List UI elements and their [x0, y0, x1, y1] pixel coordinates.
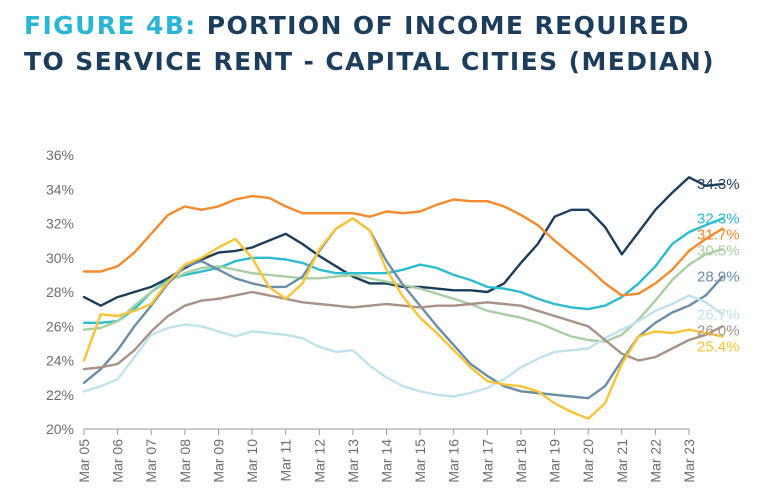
- series-line-7: [82, 217, 724, 420]
- x-tick-label: Mar 19: [547, 439, 563, 483]
- x-axis-ticks: Mar 05 Mar 06 Mar 07 Mar 08 Mar 09 Mar 10 Mar …: [76, 429, 697, 483]
- x-tick-label: Mar 12: [311, 439, 327, 483]
- end-label-6: 26.0%: [697, 322, 740, 339]
- x-tick-label: Mar 18: [513, 439, 529, 483]
- series-line-5: [82, 294, 724, 398]
- end-label-1: 32.3%: [697, 210, 740, 227]
- x-tick-label: Mar 13: [345, 439, 361, 483]
- title-line-2: TO SERVICE RENT - CAPITAL CITIES (MEDIAN…: [24, 47, 715, 76]
- y-tick-label: 34%: [46, 181, 74, 197]
- y-tick-label: 36%: [46, 147, 74, 163]
- title-line-1: PORTION OF INCOME REQUIRED: [206, 11, 690, 40]
- x-tick-label: Mar 10: [244, 439, 260, 483]
- x-tick-label: Mar 15: [412, 439, 428, 483]
- x-tick-label: Mar 09: [210, 439, 226, 483]
- series-line-4: [82, 217, 724, 400]
- x-tick-label: Mar 20: [580, 439, 596, 483]
- y-tick-label: 26%: [46, 318, 74, 334]
- figure-number: FIGURE 4B:: [24, 11, 197, 40]
- end-label-0: 34.3%: [697, 176, 740, 193]
- x-tick-label: Mar 06: [110, 439, 126, 483]
- end-label-5: 26.7%: [697, 306, 740, 323]
- series-line-2: [82, 194, 724, 297]
- y-tick-label: 22%: [46, 387, 74, 403]
- y-tick-label: 24%: [46, 353, 74, 369]
- x-tick-label: Mar 08: [177, 439, 193, 483]
- x-tick-label: Mar 22: [647, 439, 663, 483]
- x-tick-label: Mar 05: [76, 439, 92, 483]
- x-tick-label: Mar 21: [614, 439, 630, 483]
- x-tick-label: Mar 17: [479, 439, 495, 483]
- end-label-2: 31.7%: [697, 226, 740, 243]
- chart-title: FIGURE 4B: PORTION OF INCOME REQUIRED TO…: [24, 8, 715, 80]
- x-tick-label: Mar 16: [446, 439, 462, 483]
- series-line-1: [82, 217, 724, 324]
- x-tick-label: Mar 07: [143, 439, 159, 483]
- y-tick-label: 28%: [46, 284, 74, 300]
- end-label-4: 28.9%: [697, 269, 740, 286]
- end-labels: 34.3% 32.3%31.7%30.5% 28.9% 26.7%26.0%25.4%: [697, 176, 740, 355]
- y-tick-label: 32%: [46, 216, 74, 232]
- series-group: [82, 176, 724, 420]
- x-tick-label: Mar 23: [681, 439, 697, 483]
- series-line-6: [82, 290, 724, 371]
- y-axis-ticks: 20% 22% 24% 26% 28% 30% 32% 34% 36%: [46, 147, 74, 437]
- y-tick-label: 30%: [46, 250, 74, 266]
- end-label-3: 30.5%: [697, 242, 740, 259]
- y-tick-label: 20%: [46, 421, 74, 437]
- end-label-7: 25.4%: [697, 338, 740, 355]
- x-tick-label: Mar 14: [379, 439, 395, 483]
- x-tick-label: Mar 11: [278, 439, 294, 482]
